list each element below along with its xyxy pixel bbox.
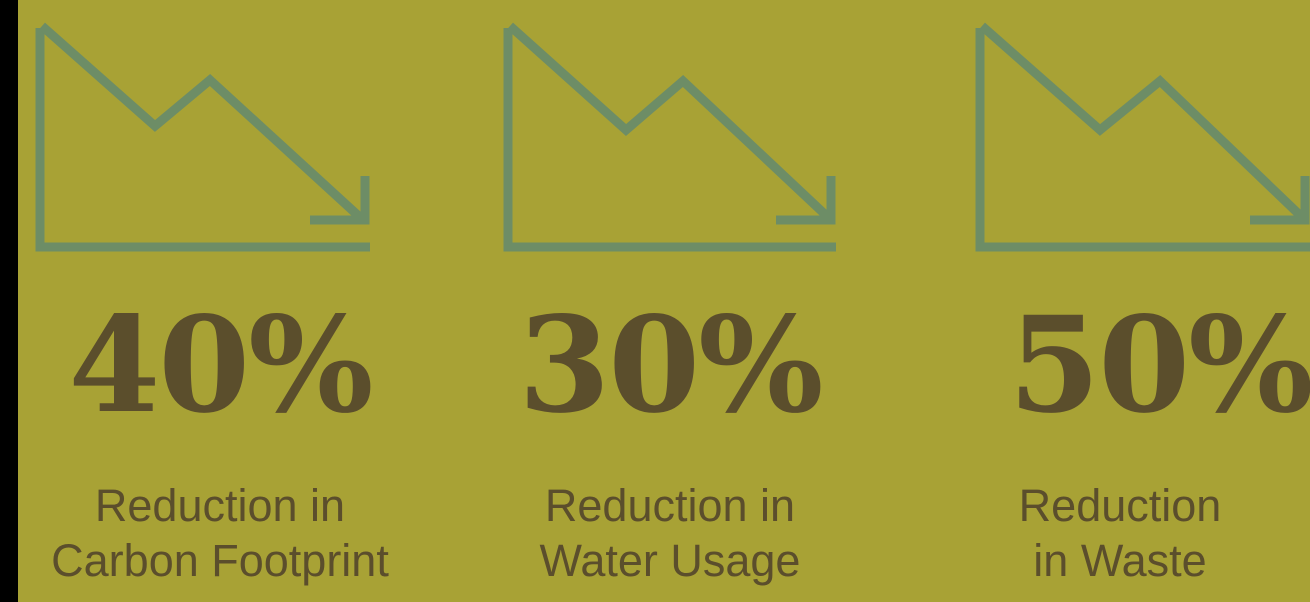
stat-label-line-2: Carbon Footprint — [51, 535, 389, 586]
stat-water-usage: 30% Reduction in Water Usage — [470, 0, 870, 602]
stat-value: 40% — [68, 288, 373, 443]
left-edge-band — [0, 0, 18, 602]
stat-label-line-1: Reduction in — [94, 480, 346, 531]
trend-down-icon — [503, 22, 836, 252]
stat-label-line-1: Reduction in — [544, 480, 796, 531]
stat-label: Reduction in Waste — [960, 478, 1280, 588]
stat-value: 30% — [518, 288, 823, 443]
stat-carbon-footprint: 40% Reduction in Carbon Footprint — [0, 0, 440, 602]
stat-label-line-1: Reduction — [1018, 480, 1222, 531]
stat-label-line-2: in Waste — [1033, 535, 1207, 586]
stat-waste: 50% Reduction in Waste — [940, 0, 1310, 602]
trend-down-icon — [975, 22, 1310, 252]
stat-label: Reduction in Water Usage — [470, 478, 870, 588]
trend-down-icon — [35, 22, 370, 252]
stat-label-line-2: Water Usage — [539, 535, 801, 586]
stat-label: Reduction in Carbon Footprint — [10, 478, 430, 588]
stat-value: 50% — [1008, 288, 1310, 443]
